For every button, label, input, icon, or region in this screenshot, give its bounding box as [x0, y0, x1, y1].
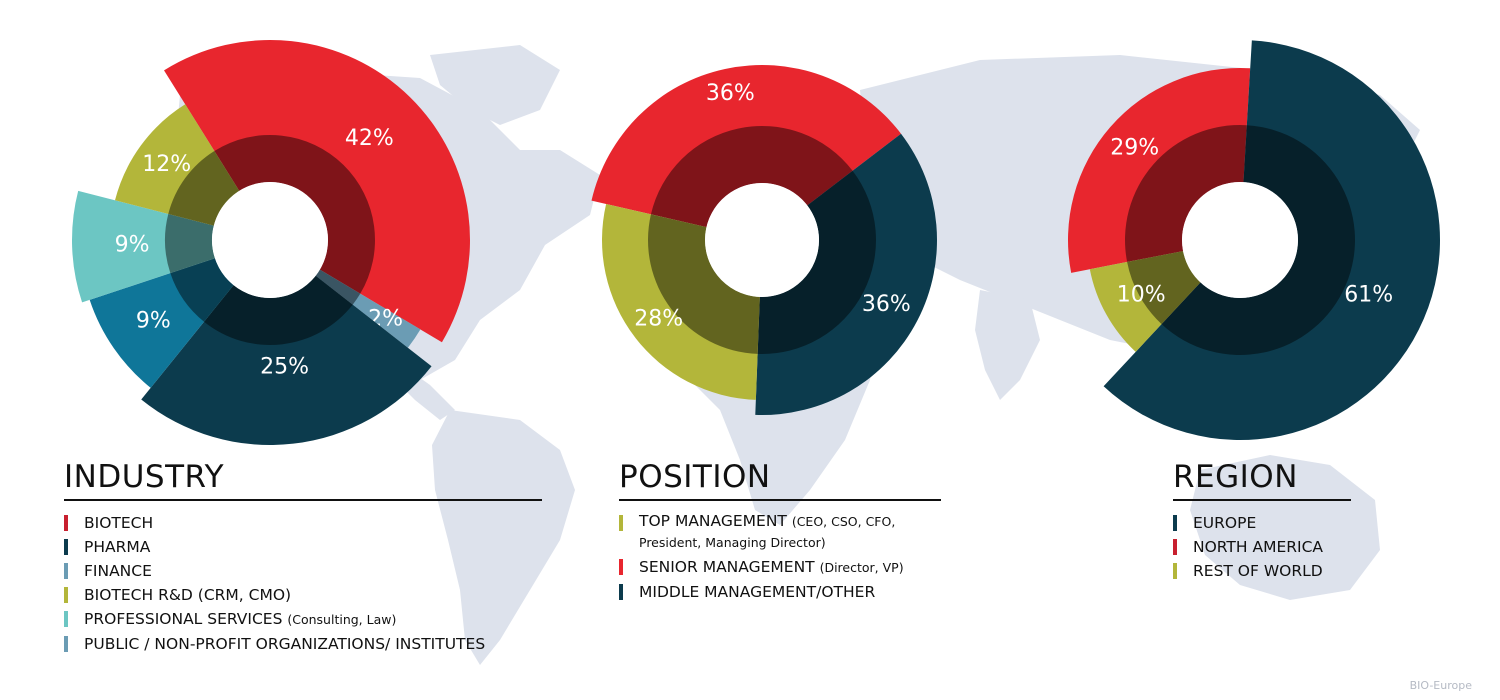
donut-hole — [212, 182, 328, 298]
legend-label: SENIOR MANAGEMENT — [639, 558, 815, 576]
position-legend: POSITION TOP MANAGEMENT (CEO, CSO, CFO, … — [619, 458, 941, 604]
legend-sublabel: (Director, VP) — [819, 560, 904, 575]
legend-label: PHARMA — [84, 538, 151, 556]
slice-percent-label: 25% — [260, 355, 309, 380]
legend-label: NORTH AMERICA — [1193, 538, 1324, 556]
position-donut-chart: 36% 36% 28% — [591, 64, 937, 415]
position-legend-item: MIDDLE MANAGEMENT/OTHER — [619, 580, 941, 604]
legend-sublabel: (Consulting, Law) — [287, 612, 397, 627]
industry-legend: INDUSTRY BIOTECH PHARMA FINANCE BIOTECH R&D… — [64, 458, 542, 656]
slice-inner-ring — [648, 214, 760, 354]
slice-percent-label: 28% — [634, 306, 683, 331]
legend-swatch — [1173, 539, 1177, 555]
slice-inner-ring — [1125, 125, 1247, 262]
legend-swatch — [64, 539, 68, 555]
industry-legend-item: PHARMA — [64, 535, 542, 559]
industry-legend-item: BIOTECH — [64, 511, 542, 535]
slice-inner-ring — [170, 258, 234, 322]
region-legend-item: REST OF WORLD — [1173, 559, 1351, 583]
slice-north-america — [1068, 67, 1251, 273]
position-legend-item: SENIOR MANAGEMENT (Director, VP) — [619, 555, 941, 580]
slice-europe — [1103, 40, 1440, 440]
slice-biotech — [164, 40, 471, 343]
region-legend: REGION EUROPE NORTH AMERICA REST OF WORLD — [1173, 458, 1351, 583]
legend-swatch — [1173, 563, 1177, 579]
industry-donut-chart: 42%2%25%9%9%12% — [71, 40, 471, 445]
legend-label: PUBLIC / NON-PROFIT ORGANIZATIONS/ INSTI… — [84, 635, 486, 653]
legend-label: PROFESSIONAL SERVICES — [84, 610, 283, 628]
slice-inner-ring — [650, 125, 853, 228]
slice-percent-label: 61% — [1344, 283, 1393, 308]
industry-legend-title: INDUSTRY — [64, 458, 542, 501]
slice-inner-ring — [204, 275, 353, 346]
donut-hole — [1182, 182, 1298, 298]
slice-percent-label: 36% — [862, 292, 911, 317]
legend-label: MIDDLE MANAGEMENT/OTHER — [639, 583, 876, 601]
credit-text: BIO-Europe — [1409, 679, 1472, 692]
slice-rest-of-world — [1089, 251, 1201, 352]
slice-percent-label: 9% — [136, 308, 171, 333]
slice-finance — [315, 269, 421, 348]
slice-biotech-r-d-crm-cmo — [115, 104, 240, 226]
legend-swatch — [1173, 515, 1177, 531]
position-legend-list: TOP MANAGEMENT (CEO, CSO, CFO, President… — [619, 511, 941, 604]
legend-label: BIOTECH — [84, 514, 154, 532]
legend-swatch — [64, 515, 68, 531]
legend-swatch — [619, 559, 623, 575]
legend-label: FINANCE — [84, 562, 152, 580]
slice-percent-label: 10% — [1117, 282, 1166, 307]
slice-public-non-profit-organizations-institutes — [89, 258, 234, 388]
slice-inner-ring — [1127, 251, 1201, 325]
slice-inner-ring — [1161, 125, 1355, 355]
slice-percent-label: 29% — [1110, 135, 1159, 160]
slice-inner-ring — [315, 269, 361, 305]
legend-label: TOP MANAGEMENT — [639, 512, 787, 530]
slice-percent-label: 36% — [706, 81, 755, 106]
region-legend-title: REGION — [1173, 458, 1351, 501]
slice-percent-label: 12% — [142, 152, 191, 177]
slice-professional-services-consulting-law — [71, 190, 215, 303]
legend-label: BIOTECH R&D (CRM, CMO) — [84, 586, 292, 604]
donut-hole — [705, 183, 819, 297]
position-legend-item: TOP MANAGEMENT (CEO, CSO, CFO, President… — [619, 511, 941, 553]
slice-inner-ring — [165, 213, 215, 274]
legend-swatch — [64, 587, 68, 603]
legend-swatch — [619, 515, 623, 531]
industry-legend-item: PROFESSIONAL SERVICES (Consulting, Law) — [64, 607, 542, 632]
industry-legend-list: BIOTECH PHARMA FINANCE BIOTECH R&D (CRM, CM… — [64, 511, 542, 656]
region-donut-chart: 29% 61% 10% — [1068, 40, 1440, 440]
slice-inner-ring — [214, 135, 376, 294]
slice-top-management — [602, 204, 760, 400]
slice-middle-management-other — [755, 133, 937, 415]
legend-label: EUROPE — [1193, 514, 1257, 532]
slice-pharma — [141, 275, 432, 445]
slice-percent-label: 42% — [345, 126, 394, 151]
slice-percent-label: 9% — [115, 232, 150, 257]
slice-senior-management — [591, 64, 902, 228]
region-legend-item: NORTH AMERICA — [1173, 535, 1351, 559]
legend-label: REST OF WORLD — [1193, 562, 1323, 580]
legend-swatch — [64, 636, 68, 652]
industry-legend-item: BIOTECH R&D (CRM, CMO) — [64, 583, 542, 607]
industry-legend-item: FINANCE — [64, 559, 542, 583]
region-legend-item: EUROPE — [1173, 511, 1351, 535]
slice-inner-ring — [168, 150, 240, 226]
position-legend-title: POSITION — [619, 458, 941, 501]
region-legend-list: EUROPE NORTH AMERICA REST OF WORLD — [1173, 511, 1351, 583]
legend-swatch — [64, 611, 68, 627]
legend-swatch — [64, 563, 68, 579]
legend-sublabel: (CEO, CSO, CFO, President, Managing Dire… — [639, 514, 896, 550]
industry-legend-item: PUBLIC / NON-PROFIT ORGANIZATIONS/ INSTI… — [64, 632, 542, 656]
slice-inner-ring — [757, 170, 876, 354]
legend-swatch — [619, 584, 623, 600]
